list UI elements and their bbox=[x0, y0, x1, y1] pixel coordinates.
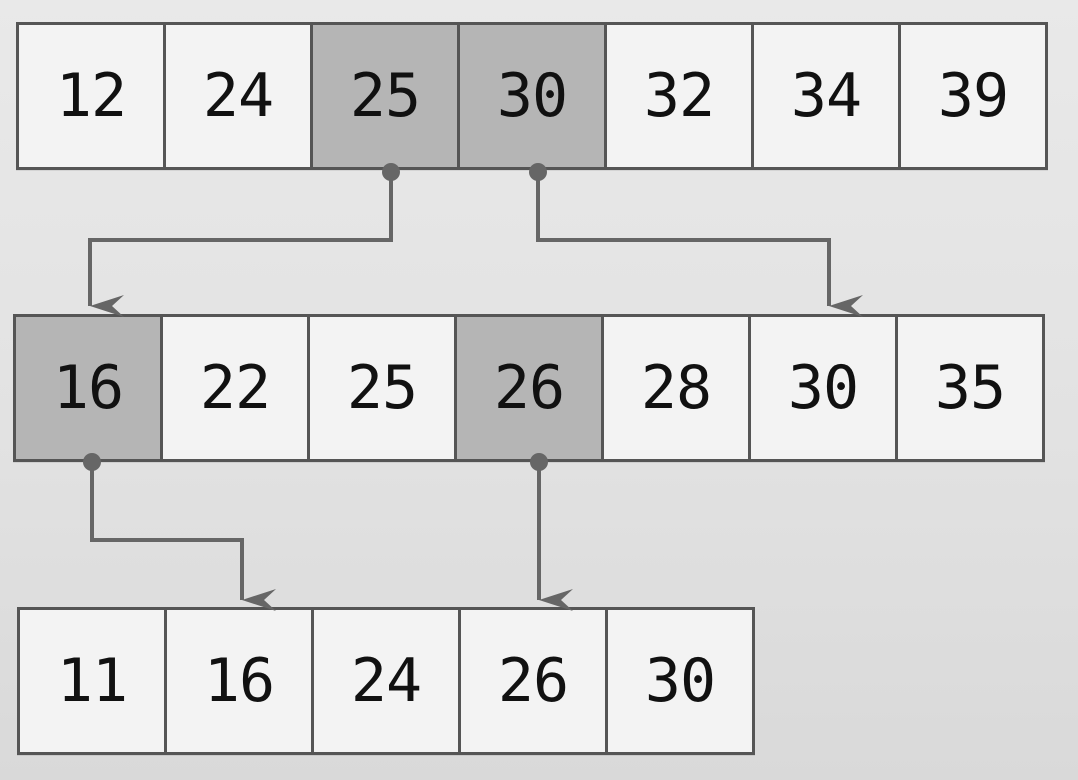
array-cell: 39 bbox=[901, 25, 1045, 167]
connector-arrow bbox=[90, 462, 276, 611]
connector-dot bbox=[382, 163, 400, 181]
array-row-3: 11 16 24 26 30 bbox=[17, 607, 755, 755]
array-cell: 16 bbox=[16, 317, 160, 459]
array-cell: 12 bbox=[19, 25, 163, 167]
connector-arrow bbox=[536, 172, 863, 317]
array-cell: 24 bbox=[314, 610, 458, 752]
array-cell: 24 bbox=[166, 25, 310, 167]
connector-dot bbox=[530, 453, 548, 471]
array-cell: 26 bbox=[457, 317, 601, 459]
connector-dot bbox=[529, 163, 547, 181]
array-cell: 28 bbox=[604, 317, 748, 459]
array-cell: 11 bbox=[20, 610, 164, 752]
array-cell: 30 bbox=[608, 610, 752, 752]
array-cell: 16 bbox=[167, 610, 311, 752]
array-cell: 25 bbox=[313, 25, 457, 167]
array-cell: 22 bbox=[163, 317, 307, 459]
connector-dot bbox=[83, 453, 101, 471]
array-cell: 32 bbox=[607, 25, 751, 167]
connector-arrow bbox=[88, 172, 393, 317]
array-cell: 25 bbox=[310, 317, 454, 459]
array-cell: 34 bbox=[754, 25, 898, 167]
array-row-1: 12 24 25 30 32 34 39 bbox=[16, 22, 1048, 170]
array-cell: 35 bbox=[898, 317, 1042, 459]
array-cell: 30 bbox=[460, 25, 604, 167]
array-cell: 26 bbox=[461, 610, 605, 752]
array-row-2: 16 22 25 26 28 30 35 bbox=[13, 314, 1045, 462]
array-cell: 30 bbox=[751, 317, 895, 459]
